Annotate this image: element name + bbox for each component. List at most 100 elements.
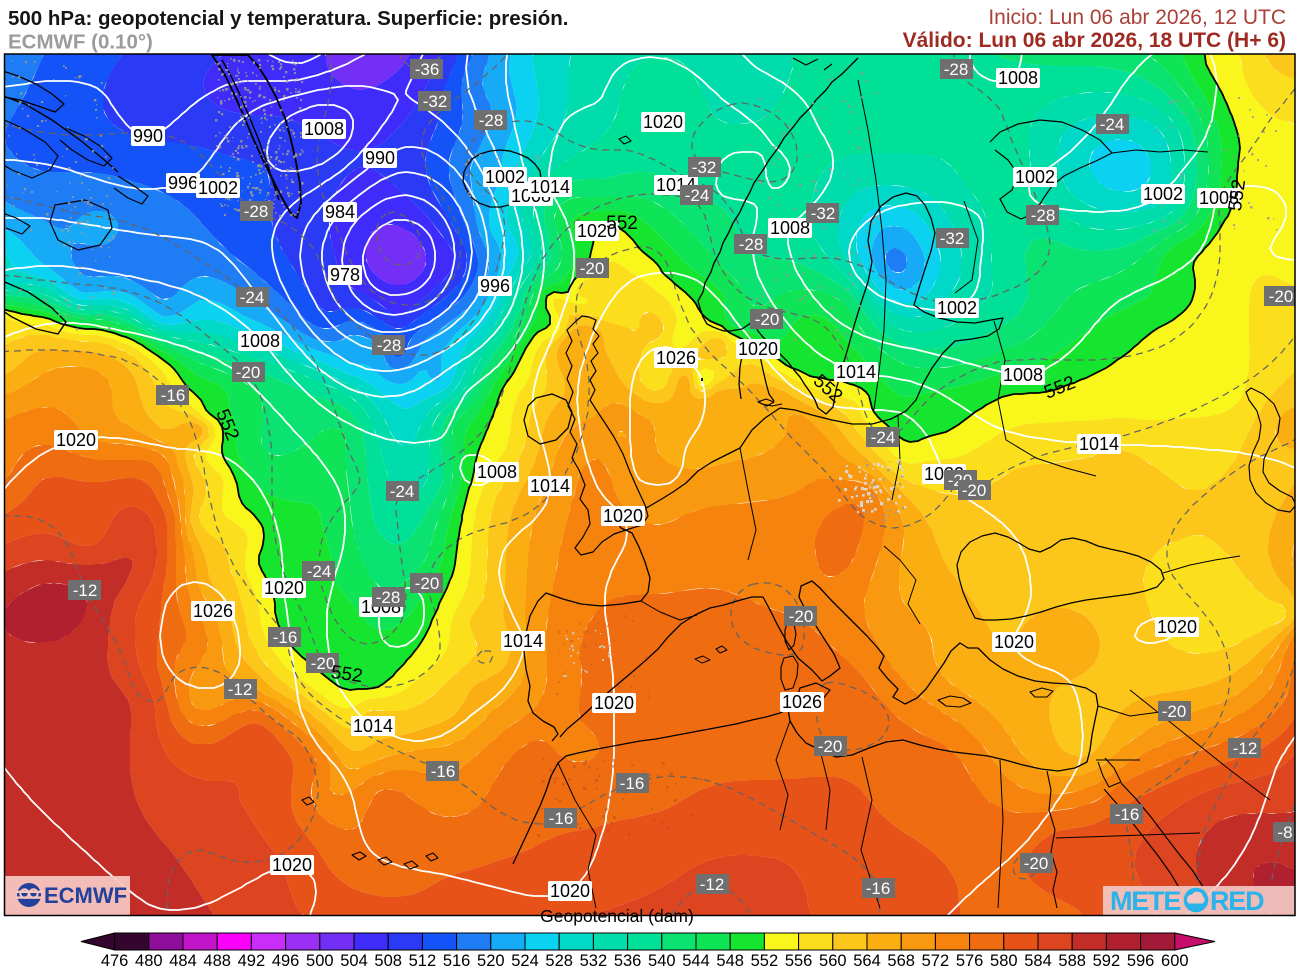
svg-text:556: 556 (785, 952, 813, 970)
svg-text:1026: 1026 (656, 348, 696, 368)
svg-text:1020: 1020 (550, 881, 590, 901)
svg-text:572: 572 (922, 952, 950, 970)
svg-text:1008: 1008 (477, 462, 517, 482)
svg-text:-32: -32 (940, 229, 965, 248)
svg-text:-16: -16 (549, 809, 574, 828)
svg-text:-8: -8 (1277, 823, 1292, 842)
svg-text:1014: 1014 (1079, 434, 1119, 454)
svg-text:480: 480 (135, 952, 163, 970)
svg-text:576: 576 (956, 952, 984, 970)
svg-text:-12: -12 (228, 680, 253, 699)
svg-text:580: 580 (990, 952, 1018, 970)
svg-text:1002: 1002 (1143, 184, 1183, 204)
svg-text:RED: RED (1210, 886, 1264, 916)
svg-text:-20: -20 (580, 259, 605, 278)
svg-text:588: 588 (1058, 952, 1086, 970)
svg-text:-20: -20 (818, 737, 843, 756)
svg-text:584: 584 (1024, 952, 1052, 970)
svg-text:-20: -20 (962, 481, 987, 500)
svg-text:552: 552 (751, 952, 779, 970)
svg-text:544: 544 (682, 952, 710, 970)
svg-text:1002: 1002 (198, 178, 238, 198)
svg-text:504: 504 (340, 952, 368, 970)
svg-text:512: 512 (409, 952, 437, 970)
svg-text:1008: 1008 (240, 331, 280, 351)
svg-text:552: 552 (606, 213, 638, 234)
svg-text:-28: -28 (1031, 206, 1056, 225)
svg-text:552: 552 (330, 662, 364, 687)
svg-text:-20: -20 (311, 654, 336, 673)
svg-text:-12: -12 (700, 875, 725, 894)
svg-text:508: 508 (374, 952, 402, 970)
svg-text:-24: -24 (1100, 115, 1125, 134)
svg-text:Inicio: Lun 06 abr 2026, 12 UT: Inicio: Lun 06 abr 2026, 12 UTC (988, 6, 1286, 29)
svg-text:-24: -24 (685, 186, 710, 205)
svg-text:524: 524 (511, 952, 539, 970)
svg-text:-24: -24 (390, 482, 415, 501)
svg-text:ECMWF (0.10°): ECMWF (0.10°) (8, 31, 153, 54)
svg-text:1014: 1014 (530, 476, 570, 496)
svg-text:1014: 1014 (836, 362, 876, 382)
svg-text:596: 596 (1127, 952, 1155, 970)
svg-text:600: 600 (1161, 952, 1189, 970)
svg-text:-12: -12 (73, 581, 98, 600)
svg-text:488: 488 (203, 952, 231, 970)
svg-text:1020: 1020 (603, 506, 643, 526)
svg-text:-20: -20 (236, 363, 261, 382)
svg-text:516: 516 (443, 952, 471, 970)
svg-text:Válido: Lun 06 abr 2026, 18 UT: Válido: Lun 06 abr 2026, 18 UTC (H+ 6) (903, 29, 1286, 52)
svg-text:-24: -24 (307, 562, 332, 581)
svg-text:-32: -32 (692, 158, 717, 177)
svg-text:1008: 1008 (304, 119, 344, 139)
svg-text:996: 996 (168, 173, 198, 193)
svg-text:-20: -20 (755, 310, 780, 329)
svg-text:-16: -16 (273, 628, 298, 647)
svg-text:1002: 1002 (937, 298, 977, 318)
svg-text:1020: 1020 (577, 221, 617, 241)
svg-text:Geopotencial (dam): Geopotencial (dam) (540, 906, 694, 926)
svg-text:-12: -12 (1233, 739, 1258, 758)
svg-text:996: 996 (480, 276, 510, 296)
svg-text:-24: -24 (240, 288, 265, 307)
svg-text:ECMWF: ECMWF (44, 883, 127, 908)
svg-text:1014: 1014 (353, 716, 393, 736)
svg-text:1020: 1020 (594, 693, 634, 713)
svg-text:-28: -28 (244, 202, 269, 221)
svg-text:492: 492 (238, 952, 266, 970)
svg-text:1020: 1020 (264, 578, 304, 598)
svg-text:-20: -20 (789, 607, 814, 626)
svg-text:-16: -16 (620, 774, 645, 793)
svg-text:1008: 1008 (1199, 188, 1239, 208)
svg-text:-20: -20 (1269, 287, 1294, 306)
svg-text:1020: 1020 (1157, 617, 1197, 637)
svg-text:990: 990 (133, 126, 163, 146)
svg-text:-20: -20 (415, 574, 440, 593)
svg-text:536: 536 (614, 952, 642, 970)
svg-text:520: 520 (477, 952, 505, 970)
svg-text:-28: -28 (479, 111, 504, 130)
svg-text:564: 564 (853, 952, 881, 970)
svg-text:1002: 1002 (1015, 167, 1055, 187)
svg-text:568: 568 (887, 952, 915, 970)
svg-text:-28: -28 (377, 336, 402, 355)
svg-text:1008: 1008 (770, 218, 810, 238)
svg-text:-20: -20 (1024, 854, 1049, 873)
svg-text:1008: 1008 (1003, 365, 1043, 385)
svg-text:1008: 1008 (998, 68, 1038, 88)
svg-text:-20: -20 (1162, 702, 1187, 721)
svg-text:-28: -28 (944, 60, 969, 79)
svg-text:500 hPa: geopotencial y temper: 500 hPa: geopotencial y temperatura. Sup… (8, 7, 569, 30)
svg-text:1026: 1026 (782, 692, 822, 712)
svg-text:METE: METE (1110, 886, 1180, 916)
svg-text:1020: 1020 (56, 430, 96, 450)
svg-text:1002: 1002 (485, 167, 525, 187)
svg-text:540: 540 (648, 952, 676, 970)
svg-text:1020: 1020 (272, 855, 312, 875)
svg-text:1020: 1020 (643, 112, 683, 132)
svg-text:1014: 1014 (503, 631, 543, 651)
svg-text:484: 484 (169, 952, 197, 970)
svg-text:1020: 1020 (994, 632, 1034, 652)
svg-text:-16: -16 (866, 879, 891, 898)
svg-text:500: 500 (306, 952, 334, 970)
svg-text:-16: -16 (1115, 805, 1140, 824)
